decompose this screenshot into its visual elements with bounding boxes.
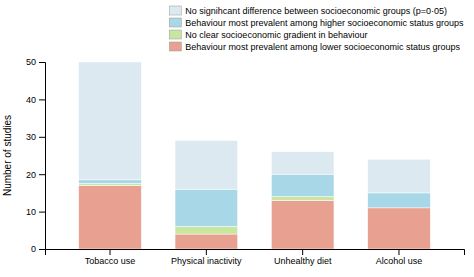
plot-area: 0 10 20 30 40 50 Tobacco use Physical inactivit…	[2, 57, 465, 266]
bars	[79, 62, 431, 249]
chart-container: 0 10 20 30 40 50 Tobacco use Physical inactivit…	[0, 0, 474, 277]
legend: No signihcant difference between socioec…	[169, 6, 464, 52]
axis-line	[39, 63, 46, 250]
bar-segment	[271, 152, 334, 174]
legend-label: Behaviour most prevalent among lower soc…	[185, 42, 460, 52]
legend-item: No clear socioeconomic gradient in behav…	[169, 30, 367, 40]
tick: 50	[26, 57, 45, 67]
chart-svg: 0 10 20 30 40 50 Tobacco use Physical inactivit…	[0, 0, 474, 277]
tick-mark	[39, 212, 45, 213]
tick: Tobacco use	[85, 249, 136, 266]
tick-label: 30	[26, 132, 36, 142]
tick: 0	[31, 244, 45, 254]
bar-segment	[175, 227, 238, 234]
legend-label: No clear socioeconomic gradient in behav…	[185, 30, 367, 40]
bar-segment	[79, 184, 142, 186]
legend-swatch	[169, 42, 181, 51]
tick: Alcohol use	[376, 249, 423, 266]
tick: 40	[26, 95, 45, 105]
bar-segment	[271, 200, 334, 249]
bar-segment	[368, 208, 431, 249]
bar-segment	[79, 62, 142, 180]
tick-mark	[39, 62, 45, 63]
tick-label: Physical inactivity	[171, 256, 242, 266]
tick-label: 10	[26, 207, 36, 217]
tick: 30	[26, 132, 45, 142]
tick-label: 20	[26, 170, 36, 180]
tick: 20	[26, 170, 45, 180]
tick: Physical inactivity	[171, 249, 242, 266]
series	[79, 62, 431, 193]
tick-mark	[110, 249, 111, 255]
bar-segment	[271, 174, 334, 196]
axis-line	[46, 250, 465, 256]
y-axis: 0 10 20 30 40 50	[26, 57, 46, 254]
tick-label: Unhealthy diet	[274, 256, 332, 266]
y-axis-title: Number of studies	[2, 115, 13, 196]
legend-item: No signihcant difference between socioec…	[169, 6, 447, 16]
tick-label: Tobacco use	[85, 256, 136, 266]
x-axis: Tobacco use Physical inactivity Unhealthy …	[46, 249, 465, 266]
series	[79, 185, 431, 249]
tick: Unhealthy diet	[274, 249, 332, 266]
bar-segment	[271, 197, 334, 201]
tick-label: Alcohol use	[376, 256, 423, 266]
tick-label: 50	[26, 57, 36, 67]
legend-item: Behaviour most prevalent among lower soc…	[169, 42, 460, 52]
bar-segment	[368, 159, 431, 193]
tick-mark	[302, 249, 303, 255]
legend-swatch	[169, 18, 181, 27]
tick-mark	[39, 174, 45, 175]
tick-label: 0	[31, 244, 36, 254]
legend-label: No signihcant difference between socioec…	[185, 6, 447, 16]
bar-segment	[368, 193, 431, 208]
tick-mark	[39, 99, 45, 100]
legend-swatch	[169, 30, 181, 39]
tick-mark	[398, 249, 399, 255]
tick-mark	[39, 249, 45, 250]
bar-segment	[79, 185, 142, 249]
tick-mark	[206, 249, 207, 255]
bar-segment	[175, 234, 238, 249]
tick-label: 40	[26, 95, 36, 105]
legend-label: Behaviour most prevalent among higher so…	[185, 18, 464, 28]
bar-segment	[79, 180, 142, 184]
bar-segment	[175, 189, 238, 226]
legend-swatch	[169, 6, 181, 15]
legend-item: Behaviour most prevalent among higher so…	[169, 18, 464, 28]
tick: 10	[26, 207, 45, 217]
tick-mark	[39, 137, 45, 138]
bar-segment	[175, 141, 238, 190]
